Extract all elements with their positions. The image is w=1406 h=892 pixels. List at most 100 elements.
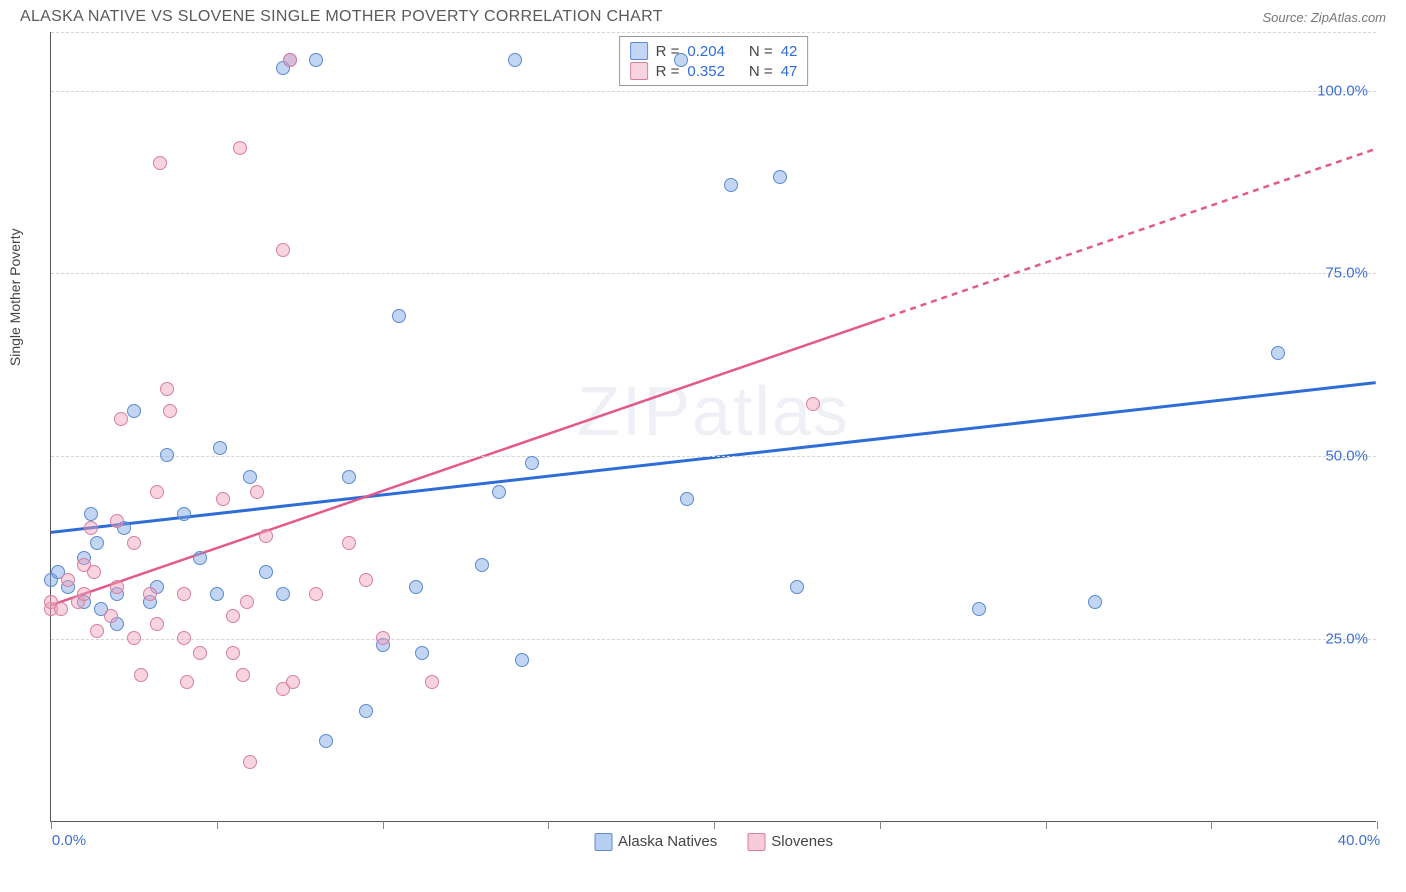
data-point xyxy=(127,536,141,550)
data-point xyxy=(216,492,230,506)
stats-n-label: N = xyxy=(749,43,773,60)
data-point xyxy=(342,536,356,550)
data-point xyxy=(475,558,489,572)
legend-label: Alaska Natives xyxy=(618,833,717,850)
data-point xyxy=(674,53,688,67)
data-point xyxy=(359,573,373,587)
legend-swatch xyxy=(747,833,765,851)
data-point xyxy=(177,507,191,521)
stats-legend-row: R =0.204N =42 xyxy=(630,41,798,61)
data-point xyxy=(160,382,174,396)
data-point xyxy=(77,587,91,601)
x-tick xyxy=(1377,821,1378,829)
trendlines-layer xyxy=(51,32,1376,821)
data-point xyxy=(415,646,429,660)
data-point xyxy=(286,675,300,689)
data-point xyxy=(84,521,98,535)
stats-r-value: 0.352 xyxy=(687,63,725,80)
data-point xyxy=(259,529,273,543)
data-point xyxy=(236,668,250,682)
x-tick xyxy=(1046,821,1047,829)
gridline xyxy=(51,91,1376,92)
data-point xyxy=(150,485,164,499)
data-point xyxy=(492,485,506,499)
data-point xyxy=(177,587,191,601)
data-point xyxy=(309,587,323,601)
trendline xyxy=(51,383,1376,536)
watermark-text: ZIPatlas xyxy=(577,371,850,451)
data-point xyxy=(972,602,986,616)
y-axis-label: Single Mother Poverty xyxy=(7,228,23,366)
y-tick-label: 75.0% xyxy=(1325,265,1368,282)
data-point xyxy=(153,156,167,170)
x-tick xyxy=(714,821,715,829)
legend-swatch xyxy=(594,833,612,851)
data-point xyxy=(213,441,227,455)
y-tick-label: 25.0% xyxy=(1325,631,1368,648)
legend-item: Alaska Natives xyxy=(594,833,717,851)
data-point xyxy=(515,653,529,667)
data-point xyxy=(243,755,257,769)
data-point xyxy=(90,624,104,638)
x-tick xyxy=(51,821,52,829)
data-point xyxy=(110,580,124,594)
data-point xyxy=(127,404,141,418)
data-point xyxy=(342,470,356,484)
data-point xyxy=(193,551,207,565)
gridline xyxy=(51,456,1376,457)
data-point xyxy=(376,631,390,645)
x-tick xyxy=(383,821,384,829)
data-point xyxy=(104,609,118,623)
data-point xyxy=(1088,595,1102,609)
data-point xyxy=(409,580,423,594)
data-point xyxy=(233,141,247,155)
data-point xyxy=(163,404,177,418)
trendline-extrapolated xyxy=(879,149,1376,320)
data-point xyxy=(806,397,820,411)
stats-r-value: 0.204 xyxy=(687,43,725,60)
series-legend: Alaska Natives Slovenes xyxy=(594,833,833,851)
trendline xyxy=(51,320,879,616)
data-point xyxy=(134,668,148,682)
x-tick xyxy=(548,821,549,829)
data-point xyxy=(319,734,333,748)
stats-legend-row: R =0.352N =47 xyxy=(630,61,798,81)
data-point xyxy=(276,587,290,601)
data-point xyxy=(127,631,141,645)
chart-header: ALASKA NATIVE VS SLOVENE SINGLE MOTHER P… xyxy=(0,0,1406,30)
scatter-chart: Single Mother Poverty ZIPatlas R =0.204N… xyxy=(50,32,1376,822)
x-tick-label: 40.0% xyxy=(1338,832,1381,849)
stats-n-value: 42 xyxy=(781,43,798,60)
data-point xyxy=(276,243,290,257)
gridline xyxy=(51,273,1376,274)
y-tick-label: 100.0% xyxy=(1317,82,1368,99)
data-point xyxy=(392,309,406,323)
data-point xyxy=(90,536,104,550)
source-attribution: Source: ZipAtlas.com xyxy=(1262,10,1386,25)
chart-title: ALASKA NATIVE VS SLOVENE SINGLE MOTHER P… xyxy=(20,8,663,26)
data-point xyxy=(54,602,68,616)
data-point xyxy=(283,53,297,67)
data-point xyxy=(243,470,257,484)
data-point xyxy=(87,565,101,579)
x-tick xyxy=(1211,821,1212,829)
data-point xyxy=(180,675,194,689)
x-tick xyxy=(880,821,881,829)
data-point xyxy=(1271,346,1285,360)
data-point xyxy=(724,178,738,192)
data-point xyxy=(240,595,254,609)
data-point xyxy=(110,514,124,528)
data-point xyxy=(773,170,787,184)
stats-n-value: 47 xyxy=(781,63,798,80)
legend-item: Slovenes xyxy=(747,833,833,851)
data-point xyxy=(177,631,191,645)
legend-swatch xyxy=(630,42,648,60)
legend-swatch xyxy=(630,62,648,80)
data-point xyxy=(143,587,157,601)
data-point xyxy=(790,580,804,594)
data-point xyxy=(226,609,240,623)
data-point xyxy=(114,412,128,426)
data-point xyxy=(226,646,240,660)
gridline xyxy=(51,32,1376,33)
data-point xyxy=(193,646,207,660)
